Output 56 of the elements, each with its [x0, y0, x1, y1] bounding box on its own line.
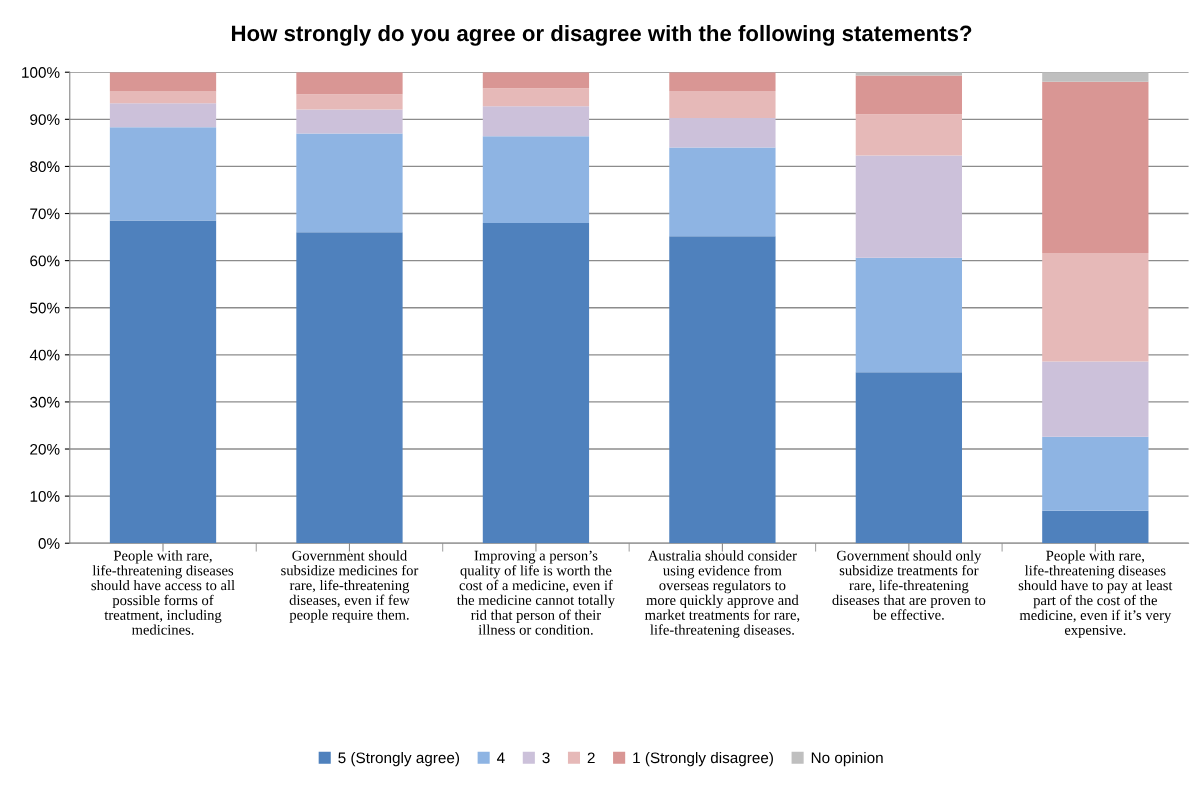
bar — [855, 257, 963, 373]
bar — [855, 372, 963, 544]
bar — [855, 155, 963, 258]
y-tick-label: 0% — [38, 538, 60, 549]
bar — [482, 136, 590, 223]
bar — [855, 75, 963, 115]
bar — [296, 72, 403, 95]
bar — [1042, 436, 1149, 511]
y-tick-label: 60% — [30, 255, 60, 267]
bar — [296, 109, 403, 134]
legend-label: 5 (Strongly agree) — [338, 751, 460, 767]
bar — [482, 222, 590, 544]
bar — [109, 127, 217, 221]
x-tick-label: Improving a person’s quality of life is worth the cost of a medicine, even if the medicine cannot totally rid that person of their illness or condition. — [456, 550, 616, 635]
bar — [855, 72, 963, 76]
bar — [1042, 81, 1149, 254]
legend-label: No opinion — [811, 751, 883, 767]
legend-label: 4 — [496, 752, 505, 764]
bar — [669, 117, 776, 148]
x-tick-label: People with rare, life-threatening diseases should have access to all possible forms of treatment, including medicines. — [91, 550, 235, 635]
bar — [109, 91, 217, 104]
y-tick-label: 10% — [30, 490, 60, 502]
chart-title: How strongly do you agree or disagree with the following statements? — [231, 24, 972, 46]
x-tick-label: Government should subsidize medicines for rare, life-threatening diseases, even if few people require them. — [281, 550, 419, 623]
y-tick-label: 50% — [30, 302, 60, 314]
y-tick-label: 80% — [30, 161, 60, 173]
bar — [296, 133, 403, 233]
legend-label: 1 (Strongly disagree) — [633, 751, 773, 767]
bar — [1042, 510, 1149, 544]
bar — [669, 236, 776, 544]
bar — [482, 72, 590, 89]
bar — [109, 72, 217, 92]
y-tick-label: 100% — [22, 67, 60, 78]
y-tick-label: 70% — [30, 208, 60, 220]
bar — [482, 106, 590, 137]
legend-label: 3 — [542, 752, 550, 764]
bar — [1042, 72, 1149, 82]
bar — [669, 72, 776, 92]
y-tick-label: 20% — [30, 443, 60, 455]
x-tick-label: Australia should consider using evidence from overseas regulators to more quickly approve and market treatments for rare, life-threatening diseases. — [644, 550, 800, 638]
bar — [1042, 361, 1149, 437]
y-tick-label: 30% — [30, 396, 60, 408]
bar — [482, 88, 590, 107]
y-tick-label: 40% — [29, 349, 60, 361]
bar — [296, 94, 403, 110]
bar — [1042, 253, 1149, 362]
bar — [855, 114, 963, 156]
y-tick-label: 90% — [30, 114, 60, 126]
x-tick-label: Government should only subsidize treatments for rare, life-threatening diseases that are proven to be effective. — [832, 550, 986, 620]
bar — [669, 147, 776, 237]
bar — [296, 232, 403, 544]
bar — [109, 103, 217, 128]
legend-label: 2 — [587, 752, 595, 764]
bar — [109, 220, 217, 544]
bar — [669, 91, 776, 118]
x-tick-label: People with rare, life-threatening diseases should have to pay at least part of the cost of the medicine, even if it’s very expensive. — [1018, 550, 1173, 638]
